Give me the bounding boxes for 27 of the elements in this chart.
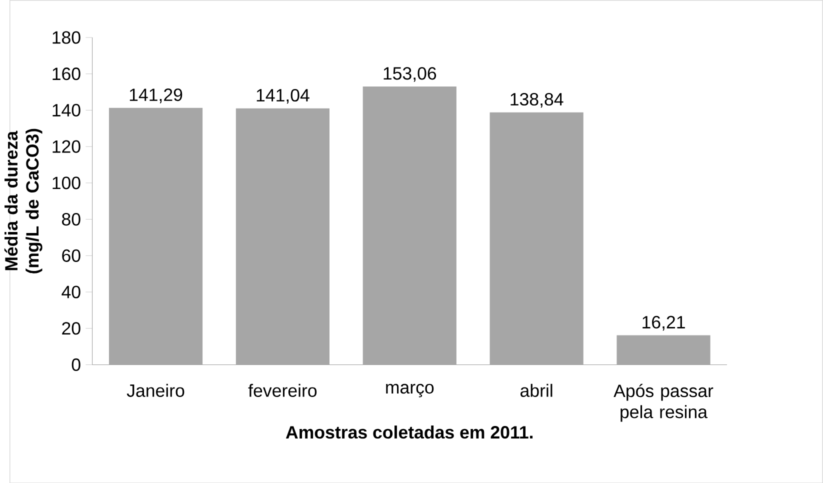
x-tick-label: Após passar pela resina: [614, 384, 714, 422]
y-tick-label: 80: [62, 212, 80, 226]
x-axis-title: Amostras coletadas em 2011.: [286, 425, 533, 438]
x-tick-label: fevereiro: [248, 384, 317, 397]
data-label: 138,84: [510, 92, 564, 108]
bar: [616, 335, 710, 365]
bar: [490, 112, 584, 365]
bar: [362, 86, 456, 365]
y-tick-label: 100: [52, 176, 80, 190]
data-label: 141,29: [130, 88, 182, 104]
y-tick-label: 120: [52, 140, 80, 153]
x-tick-label: março: [386, 384, 434, 398]
x-tick-label: abril: [520, 384, 552, 397]
y-tick-label: 0: [72, 358, 80, 371]
data-label: 141,04: [256, 88, 310, 104]
y-tick-label: 40: [62, 286, 80, 298]
y-tick-label: 160: [52, 67, 80, 80]
y-tick-label: 20: [62, 322, 80, 334]
data-label: 153,06: [384, 66, 436, 82]
y-tick-label: 140: [52, 104, 80, 116]
y-tick-label: 180: [52, 31, 80, 44]
bar: [108, 108, 203, 365]
x-tick-label: Janeiro: [126, 384, 184, 397]
data-label: 16,21: [642, 316, 685, 330]
y-tick-label: 60: [62, 249, 80, 262]
y-axis-title: Média da dureza (mg/L de CaCO3): [4, 128, 42, 274]
bar: [236, 108, 330, 365]
